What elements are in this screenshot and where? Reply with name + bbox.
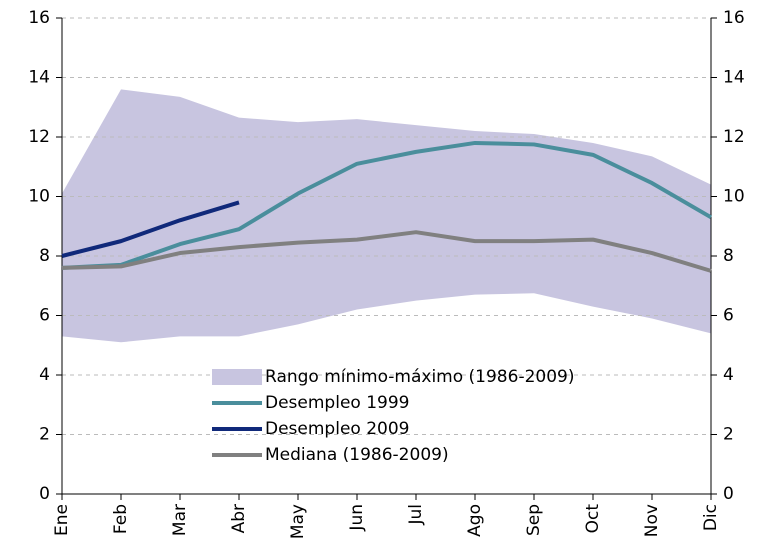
y2-tick-label: 16 bbox=[723, 8, 745, 28]
x-tick-label: Ene bbox=[52, 504, 72, 536]
x-tick-label: Mar bbox=[170, 504, 190, 536]
y2-tick-label: 6 bbox=[723, 306, 734, 326]
y-tick-label: 12 bbox=[28, 127, 50, 147]
y-tick-label: 14 bbox=[28, 68, 50, 88]
y2-tick-label: 10 bbox=[723, 187, 745, 207]
legend-label: Desempleo 2009 bbox=[265, 419, 409, 439]
x-tick-label: Feb bbox=[111, 504, 131, 534]
y2-tick-label: 0 bbox=[723, 484, 734, 504]
y-tick-label: 0 bbox=[39, 484, 50, 504]
x-tick-label: Dic bbox=[701, 504, 721, 531]
x-tick-label: Jun bbox=[347, 504, 367, 532]
line-series bbox=[61, 200, 240, 258]
legend-label: Mediana (1986-2009) bbox=[265, 445, 449, 465]
x-tick-label: Oct bbox=[583, 504, 603, 534]
x-tick-label: Abr bbox=[229, 504, 249, 533]
y-tick-label: 6 bbox=[39, 306, 50, 326]
x-tick-label: Ago bbox=[465, 504, 485, 537]
line-series bbox=[61, 230, 712, 273]
y-tick-label: 2 bbox=[39, 425, 50, 445]
line-series bbox=[61, 140, 713, 270]
legend-label: Rango mínimo-máximo (1986-2009) bbox=[265, 367, 574, 387]
y-tick-label: 16 bbox=[28, 8, 50, 28]
x-tick-label: Jul bbox=[406, 504, 426, 526]
y2-tick-label: 2 bbox=[723, 425, 734, 445]
x-tick-label: Sep bbox=[524, 504, 544, 536]
y2-tick-label: 4 bbox=[723, 365, 734, 385]
x-tick-label: May bbox=[288, 504, 308, 539]
y2-tick-label: 14 bbox=[723, 68, 745, 88]
range-area bbox=[62, 89, 711, 343]
y2-tick-label: 12 bbox=[723, 127, 745, 147]
legend-swatch bbox=[212, 369, 262, 385]
y2-tick-label: 8 bbox=[723, 246, 734, 266]
y-tick-label: 10 bbox=[28, 187, 50, 207]
legend-label: Desempleo 1999 bbox=[265, 393, 409, 413]
x-tick-label: Nov bbox=[642, 504, 662, 537]
y-tick-label: 4 bbox=[39, 365, 50, 385]
y-tick-label: 8 bbox=[39, 246, 50, 266]
